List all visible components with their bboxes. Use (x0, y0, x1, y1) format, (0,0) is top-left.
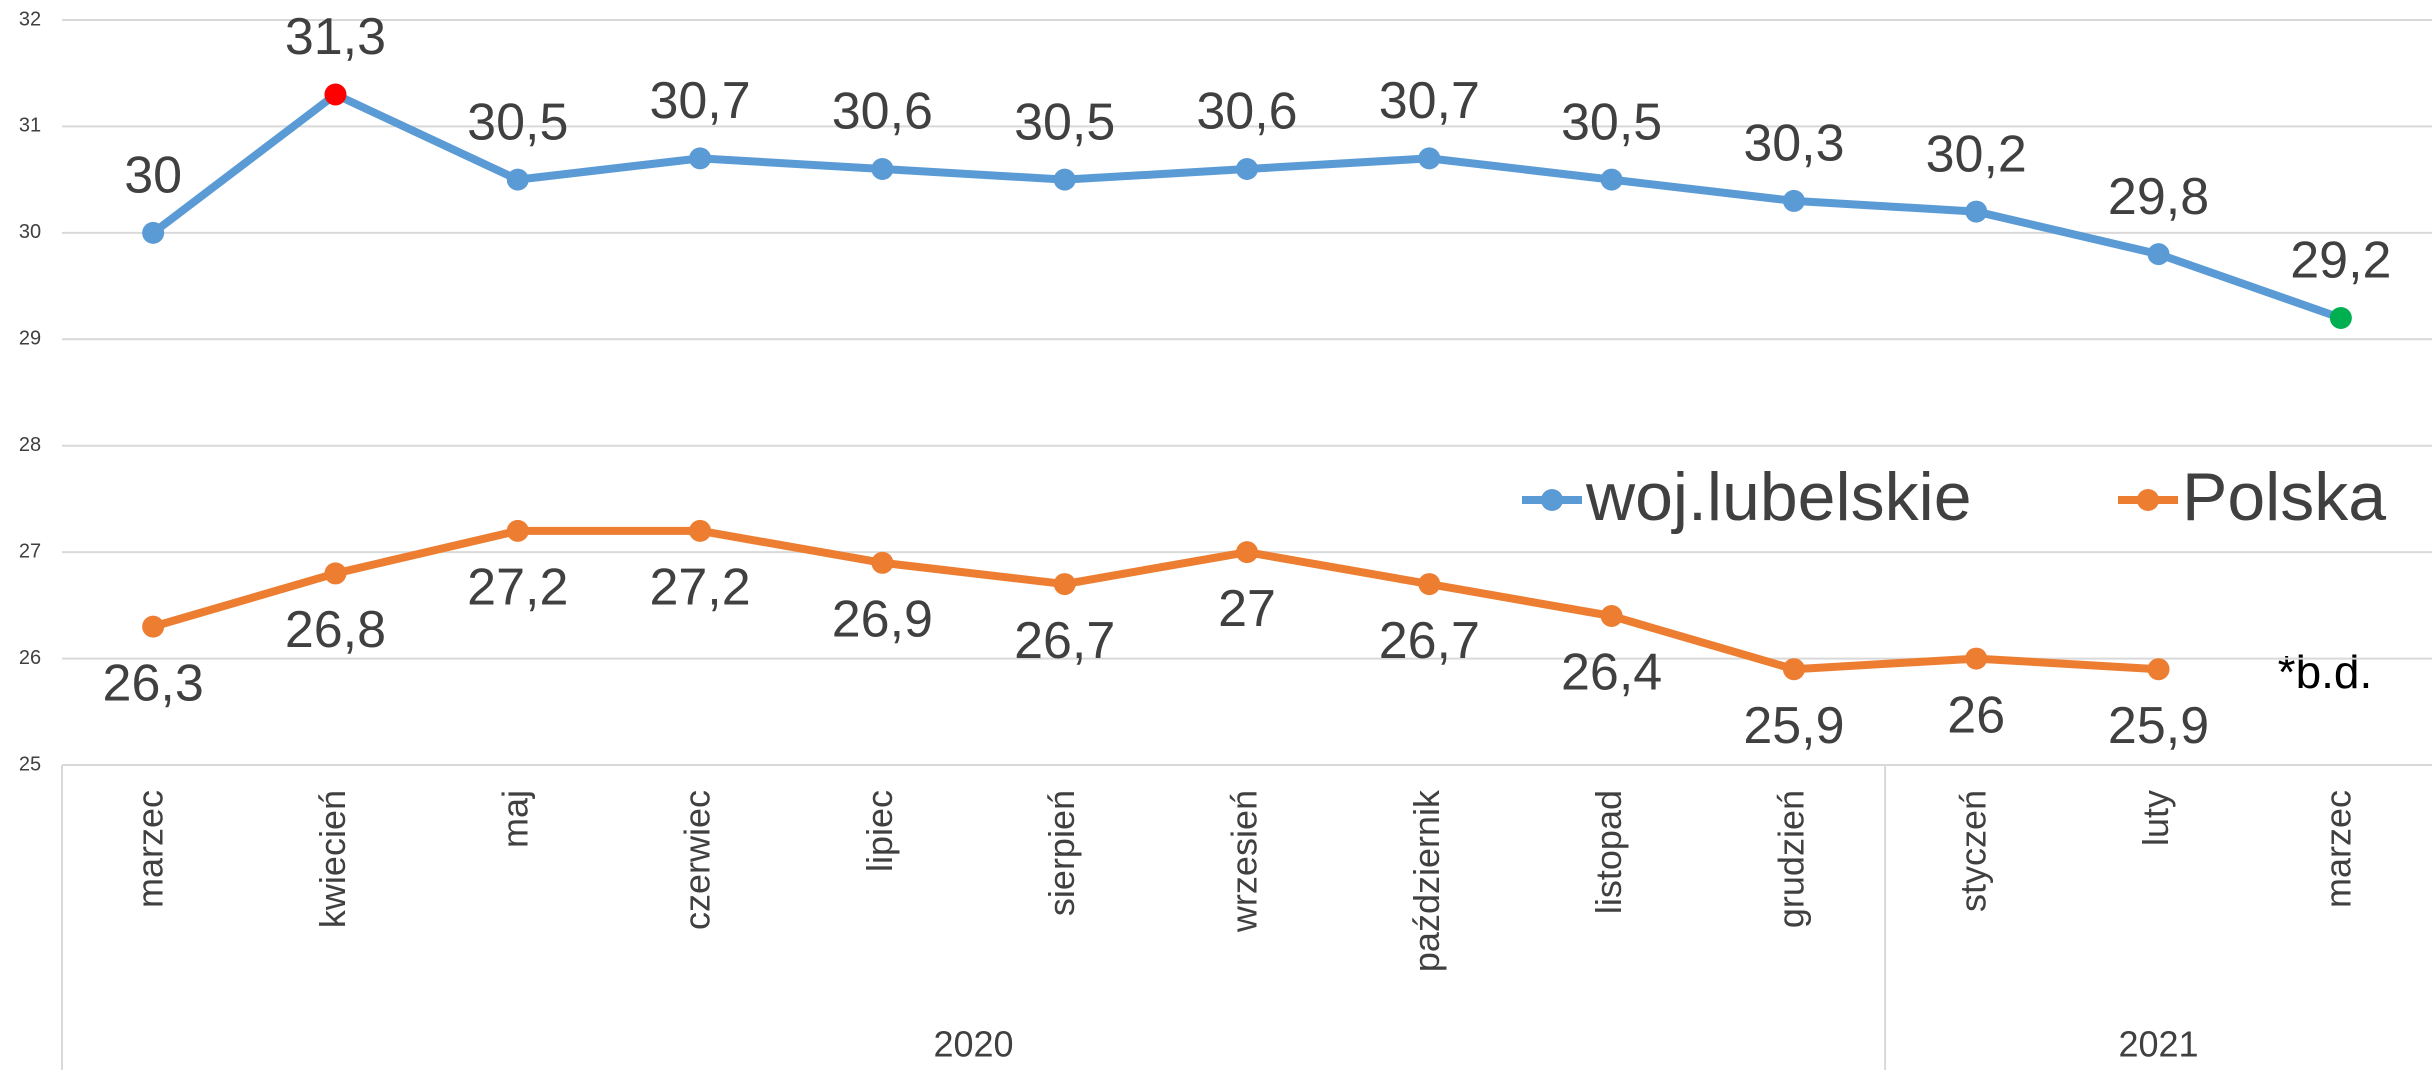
data-label: 26,7 (1014, 612, 1115, 670)
legend-label: Polska (2182, 459, 2386, 535)
data-label: 29,8 (2108, 168, 2209, 226)
data-label: 30,7 (1379, 72, 1480, 130)
data-label: 30,5 (1561, 93, 1662, 151)
data-label: 30,6 (1196, 83, 1297, 141)
annotation: *b.d. (2278, 646, 2373, 698)
data-point (689, 147, 712, 170)
data-label: 30,2 (1926, 125, 2027, 183)
data-label: 26,8 (285, 601, 386, 659)
data-label: 26,7 (1379, 612, 1480, 670)
y-tick-label: 25 (19, 753, 41, 775)
x-tick-label: październik (1406, 789, 1447, 972)
series-line (152, 526, 2159, 674)
group-label: 2020 (933, 1024, 1013, 1065)
y-tick-label: 31 (19, 115, 41, 137)
data-point (871, 158, 894, 180)
data-point (1600, 168, 1623, 191)
data-label: 27,2 (649, 559, 750, 617)
data-point (1965, 200, 1988, 223)
legend-marker (1541, 489, 1563, 511)
data-point (1418, 147, 1441, 170)
x-tick-label: czerwiec (677, 790, 718, 930)
data-point (1053, 573, 1076, 596)
legend-marker (2137, 489, 2159, 511)
data-point (142, 615, 165, 638)
data-label: 25,9 (2108, 697, 2209, 755)
data-point (2147, 658, 2170, 681)
data-label: 25,9 (1743, 697, 1844, 755)
legend-label: woj.lubelskie (1585, 459, 1972, 535)
data-label: 26,3 (103, 654, 204, 712)
data-label: 30 (124, 147, 182, 205)
data-label: 30,5 (467, 93, 568, 151)
y-tick-label: 27 (19, 540, 41, 562)
y-tick-label: 30 (19, 221, 41, 243)
data-point (689, 519, 712, 542)
y-tick-label: 26 (19, 647, 41, 669)
x-tick-label: kwiecień (312, 790, 353, 928)
x-tick-label: lipiec (859, 790, 900, 872)
data-point (506, 168, 529, 191)
data-point (324, 562, 347, 585)
data-point (1236, 158, 1258, 180)
x-tick-label: listopad (1588, 790, 1629, 914)
x-tick-label: styczeń (1953, 790, 1994, 912)
group-label: 2021 (2118, 1024, 2198, 1065)
data-point (2147, 243, 2170, 266)
data-label: 30,3 (1743, 115, 1844, 173)
data-point (506, 519, 529, 542)
data-label: 30,6 (832, 83, 933, 141)
data-point (1600, 605, 1623, 627)
data-point (2329, 307, 2352, 329)
x-tick-label: marzec (130, 790, 171, 908)
x-tick-label: luty (2135, 790, 2176, 846)
y-tick-label: 29 (19, 328, 41, 350)
x-tick-label: sierpień (1041, 790, 1082, 916)
data-point (1782, 189, 1805, 212)
x-tick-label: marzec (2317, 790, 2358, 908)
data-point (324, 83, 347, 106)
data-label: 26 (1947, 686, 2005, 744)
data-label: 31,3 (285, 8, 386, 66)
data-label: 27,2 (467, 559, 568, 617)
y-tick-label: 32 (19, 8, 41, 30)
data-label: 30,5 (1014, 93, 1115, 151)
x-tick-label: wrzesień (1224, 790, 1265, 933)
data-point (1053, 168, 1076, 191)
data-label: 26,4 (1561, 644, 1662, 702)
data-point (1236, 541, 1258, 564)
data-label: 27 (1218, 580, 1276, 638)
data-point (142, 221, 165, 244)
y-tick-label: 28 (19, 434, 41, 456)
data-label: 26,9 (832, 591, 933, 649)
data-point (871, 551, 894, 574)
data-point (1782, 658, 1805, 681)
data-point (1965, 647, 1988, 670)
data-label: 29,2 (2290, 232, 2391, 290)
x-tick-label: maj (494, 790, 535, 848)
x-tick-label: grudzień (1770, 790, 1811, 928)
data-point (1418, 573, 1441, 596)
data-label: 30,7 (649, 72, 750, 130)
